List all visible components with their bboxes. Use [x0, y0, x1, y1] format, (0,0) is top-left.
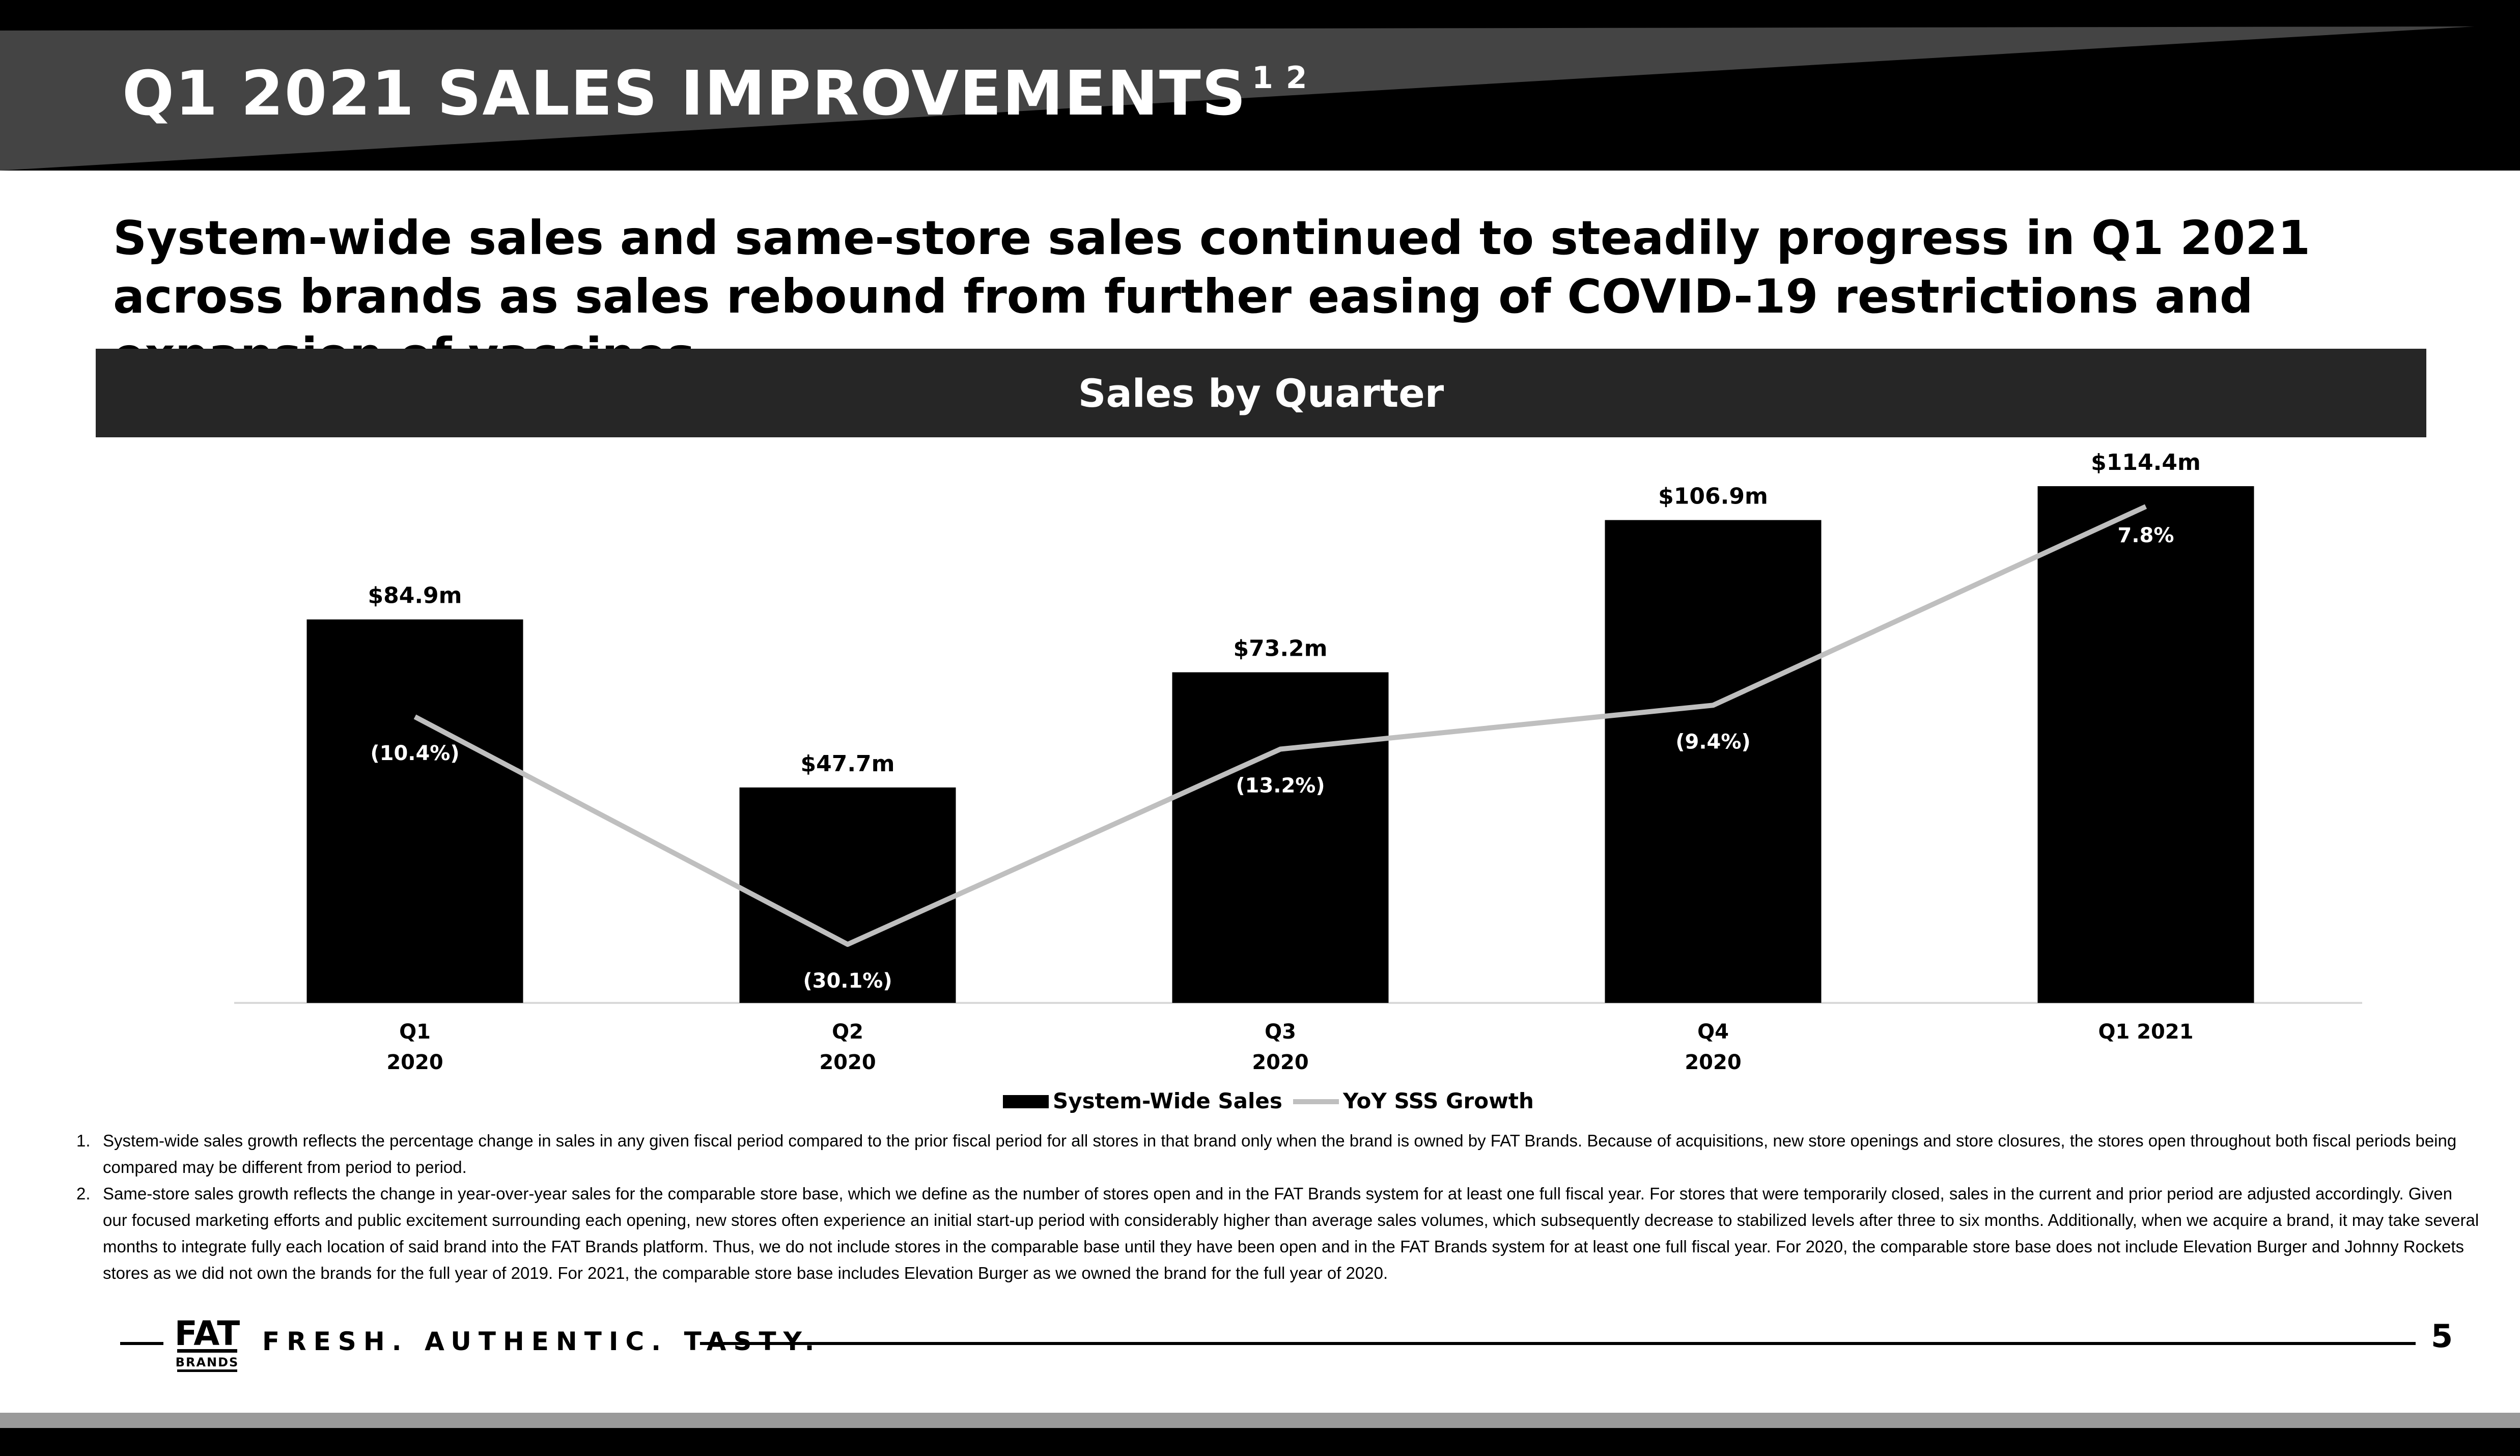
- footer-rule-left: [120, 1342, 163, 1345]
- footnote-1-number: 1.: [76, 1131, 91, 1150]
- line-label-3: (13.2%): [1236, 774, 1325, 798]
- x-tick-label-1-line-2: 2020: [386, 1051, 443, 1074]
- slide-footer: FAT BRANDS FRESH. AUTHENTIC. TASTY. 5: [0, 1303, 2520, 1375]
- legend-label-yoy-sss-growth: YoY SSS Growth: [1342, 1088, 1534, 1113]
- footnote-2-text: Same-store sales growth reflects the cha…: [103, 1184, 2479, 1282]
- bar-5: [2037, 486, 2254, 1003]
- bar-3: [1172, 672, 1389, 1003]
- svg-text:BRANDS: BRANDS: [176, 1355, 239, 1369]
- line-label-5: 7.8%: [2118, 524, 2174, 547]
- x-tick-label-1-line-1: Q1: [399, 1020, 431, 1044]
- slide-title-superscript: 1 2: [1252, 60, 1308, 96]
- bar-label-3: $73.2m: [1233, 636, 1327, 662]
- bar-label-2: $47.7m: [800, 751, 894, 777]
- page-number: 5: [2431, 1318, 2453, 1355]
- footer-rule-right: [700, 1342, 2416, 1345]
- footnote-2-number: 2.: [76, 1184, 91, 1203]
- x-tick-label-3-line-2: 2020: [1252, 1051, 1308, 1074]
- slide-title: Q1 2021 SALES IMPROVEMENTS 1 2: [122, 59, 1308, 129]
- bar-1: [306, 619, 523, 1003]
- x-tick-label-3-line-1: Q3: [1265, 1020, 1296, 1044]
- bar-label-4: $106.9m: [1658, 484, 1768, 510]
- footer-tagline: FRESH. AUTHENTIC. TASTY.: [262, 1327, 822, 1356]
- x-tick-label-4-line-2: 2020: [1685, 1051, 1741, 1074]
- bar-label-1: $84.9m: [368, 583, 462, 609]
- line-label-2: (30.1%): [803, 969, 892, 993]
- x-tick-label-2-line-1: Q2: [832, 1020, 863, 1044]
- bar-4: [1605, 520, 1822, 1003]
- x-tick-label-2-line-2: 2020: [819, 1051, 876, 1074]
- footnotes: 1. System-wide sales growth reflects the …: [76, 1128, 2479, 1286]
- legend-swatch-system-wide-sales: [1003, 1095, 1049, 1108]
- chart-title: Sales by Quarter: [96, 349, 2426, 437]
- svg-text:FAT: FAT: [175, 1314, 240, 1353]
- slide-content: System-wide sales and same-store sales c…: [0, 171, 2520, 1413]
- header-band: [0, 0, 2520, 171]
- fat-brands-logo: FAT BRANDS: [175, 1314, 240, 1372]
- footnote-1-text: System-wide sales growth reflects the pe…: [103, 1131, 2457, 1177]
- slide-subtitle: System-wide sales and same-store sales c…: [113, 211, 2311, 382]
- line-label-4: (9.4%): [1675, 730, 1751, 753]
- legend-label-system-wide-sales: System-Wide Sales: [1053, 1088, 1282, 1113]
- footnote-1: 1. System-wide sales growth reflects the …: [76, 1128, 2479, 1181]
- sss-growth-line: [413, 504, 2147, 947]
- x-tick-label-5: Q1 2021: [2098, 1020, 2193, 1044]
- sales-chart: $84.9m $47.7m $73.2m $106.9m $114.4m (10.4%) (…: [234, 450, 2362, 1113]
- bar-label-5: $114.4m: [2091, 450, 2201, 475]
- x-tick-label-4-line-1: Q4: [1697, 1020, 1729, 1044]
- bar-2: [739, 787, 956, 1003]
- slide-title-text: Q1 2021 SALES IMPROVEMENTS: [122, 59, 1247, 129]
- bottom-strip: [0, 1413, 2520, 1428]
- line-label-1: (10.4%): [370, 742, 459, 765]
- footnote-2: 2. Same-store sales growth reflects the c…: [76, 1181, 2479, 1286]
